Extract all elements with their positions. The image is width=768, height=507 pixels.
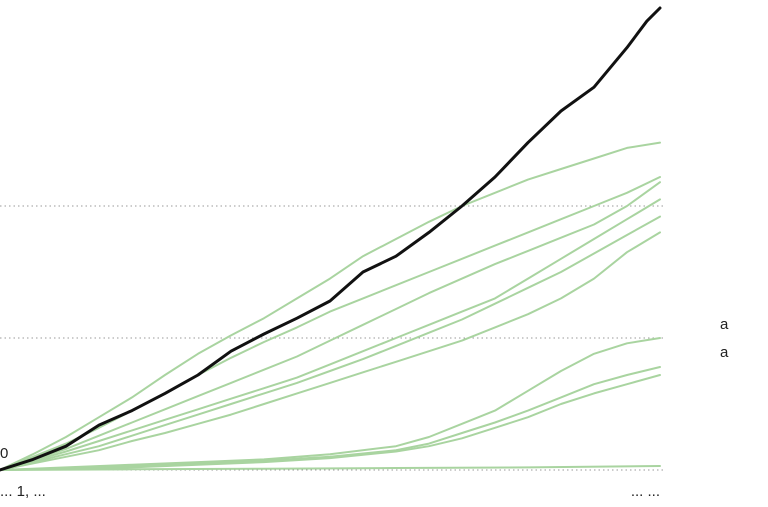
gridlines — [0, 205, 665, 471]
series-line-10 — [0, 465, 661, 471]
series-line-7 — [0, 337, 661, 471]
series-end-label-7: a — [720, 344, 729, 361]
series-line-highlight — [0, 6, 662, 472]
series-line-6 — [0, 231, 661, 471]
series-line-1 — [0, 141, 661, 471]
series-line-5 — [0, 215, 661, 471]
series-end-label-6: a — [720, 316, 729, 333]
series-line-4 — [0, 198, 661, 471]
series-line-3 — [0, 181, 661, 471]
labels-layer: 0 ... 1, ... ... ... aa — [0, 316, 729, 500]
series-line-2 — [0, 176, 661, 471]
x-tick-label-0: ... 1, ... — [0, 483, 46, 500]
x-tick-label-1: ... ... — [631, 483, 660, 500]
series-line-8 — [0, 366, 661, 471]
series-layer — [0, 6, 662, 472]
y-tick-label-0: 0 — [0, 445, 8, 462]
series-line-9 — [0, 374, 661, 471]
